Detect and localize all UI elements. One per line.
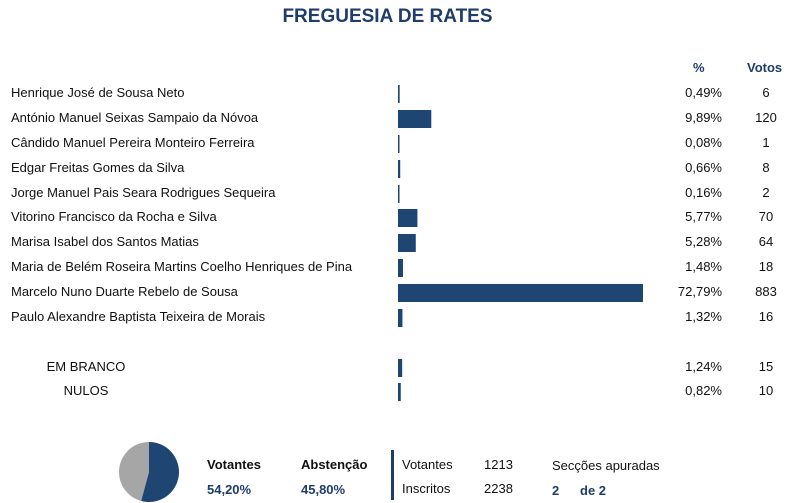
- inscritos-count: 2238: [484, 481, 513, 496]
- votes-value: 6: [762, 85, 770, 100]
- nulos-label: NULOS: [63, 383, 109, 398]
- votes-column-header: Votos: [747, 60, 783, 75]
- votes-value: 1: [762, 135, 770, 150]
- bar-11: [398, 383, 401, 401]
- pct-value: 0,66%: [685, 160, 722, 175]
- pct-value: 5,28%: [685, 234, 722, 249]
- bar-10: [398, 359, 403, 377]
- votantes-label: Votantes: [207, 457, 261, 472]
- pct-value: 0,82%: [685, 383, 722, 398]
- bar-3: [398, 160, 401, 178]
- bar-5: [398, 209, 418, 227]
- candidate-name: Maria de Belém Roseira Martins Coelho He…: [11, 259, 353, 274]
- pct-value: 0,08%: [685, 135, 722, 150]
- candidate-name: Marisa Isabel dos Santos Matias: [11, 234, 199, 249]
- votantes-count-label: Votantes: [402, 457, 453, 472]
- em-branco-label: EM BRANCO: [46, 359, 126, 374]
- bar-6: [398, 234, 416, 252]
- votes-value: 64: [758, 234, 774, 249]
- abstencao-pct: 45,80%: [301, 482, 346, 497]
- bar-1: [398, 110, 432, 128]
- candidate-name: Paulo Alexandre Baptista Teixeira de Mor…: [11, 309, 266, 324]
- pct-value: 1,32%: [685, 309, 722, 324]
- votes-value: 18: [758, 259, 774, 274]
- pct-value: 9,89%: [685, 110, 722, 125]
- pct-column-header: %: [693, 60, 705, 75]
- votes-value: 15: [758, 359, 774, 374]
- pct-value: 72,79%: [677, 284, 722, 299]
- candidate-name: Jorge Manuel Pais Seara Rodrigues Sequei…: [11, 185, 276, 200]
- bar-0: [398, 85, 400, 103]
- votantes-count: 1213: [484, 457, 513, 472]
- inscritos-label: Inscritos: [402, 481, 451, 496]
- candidate-name: Henrique José de Sousa Neto: [11, 85, 185, 100]
- pct-value: 0,49%: [685, 85, 722, 100]
- seccoes-done: 2: [552, 483, 560, 498]
- votes-value: 10: [758, 383, 774, 398]
- bar-8: [398, 284, 643, 302]
- bar-9: [398, 309, 403, 327]
- votes-value: 120: [755, 110, 777, 125]
- bar-2: [398, 135, 400, 153]
- votes-value: 883: [755, 284, 777, 299]
- summary-divider: [391, 450, 394, 500]
- seccoes-total: de 2: [580, 483, 607, 498]
- pct-value: 0,16%: [685, 185, 722, 200]
- candidate-name: Cândido Manuel Pereira Monteiro Ferreira: [11, 135, 255, 150]
- abstencao-label: Abstenção: [301, 457, 368, 472]
- seccoes-label: Secções apuradas: [552, 458, 660, 473]
- results-bar-chart: [398, 85, 643, 401]
- candidate-name: António Manuel Seixas Sampaio da Nóvoa: [11, 110, 259, 125]
- pie-slice-abstencao: [118, 442, 149, 501]
- pct-value: 1,24%: [685, 359, 722, 374]
- pct-value: 1,48%: [685, 259, 722, 274]
- participation-pie-chart: [118, 442, 179, 502]
- pct-value: 5,77%: [685, 209, 722, 224]
- votantes-pct: 54,20%: [207, 482, 252, 497]
- bar-7: [398, 259, 403, 277]
- pie-slice-votantes: [141, 442, 179, 502]
- page-title: FREGUESIA DE RATES: [282, 6, 493, 27]
- votes-value: 8: [762, 160, 770, 175]
- votes-value: 70: [758, 209, 774, 224]
- votes-value: 2: [762, 185, 770, 200]
- candidate-name: Marcelo Nuno Duarte Rebelo de Sousa: [11, 284, 238, 299]
- bar-4: [398, 185, 400, 203]
- votes-value: 16: [758, 309, 774, 324]
- candidate-name: Edgar Freitas Gomes da Silva: [11, 160, 185, 175]
- candidate-name: Vitorino Francisco da Rocha e Silva: [11, 209, 217, 224]
